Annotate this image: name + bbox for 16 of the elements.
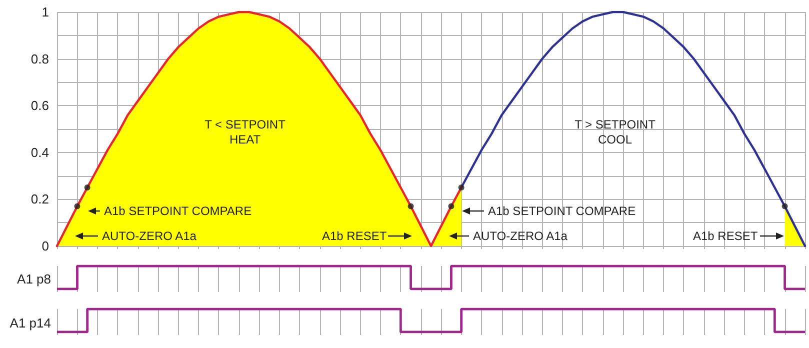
annotation: AUTO-ZERO A1a [102, 229, 197, 243]
annotation: T < SETPOINT HEAT [204, 118, 286, 146]
y-tick-label: 0.2 [30, 192, 49, 207]
y-tick-label: 0.4 [30, 144, 49, 160]
annotation: A1b SETPOINT COMPARE [488, 204, 636, 218]
annotation: A1b SETPOINT COMPARE [104, 204, 252, 218]
y-axis-title: A1 p8 [17, 272, 52, 286]
y-axis-title: A1 p14 [10, 316, 51, 330]
y-tick-label: 0 [42, 238, 49, 254]
y-tick-label: 1 [42, 4, 49, 20]
y-tick-label: 0.8 [30, 51, 49, 66]
annotation: A1b RESET [322, 229, 388, 243]
annotation: A1b RESET [693, 229, 758, 243]
annotation: AUTO-ZERO A1a [473, 229, 568, 243]
annotation: T > SETPOINT COOL [574, 118, 656, 146]
y-tick-label: 0.6 [30, 98, 49, 114]
